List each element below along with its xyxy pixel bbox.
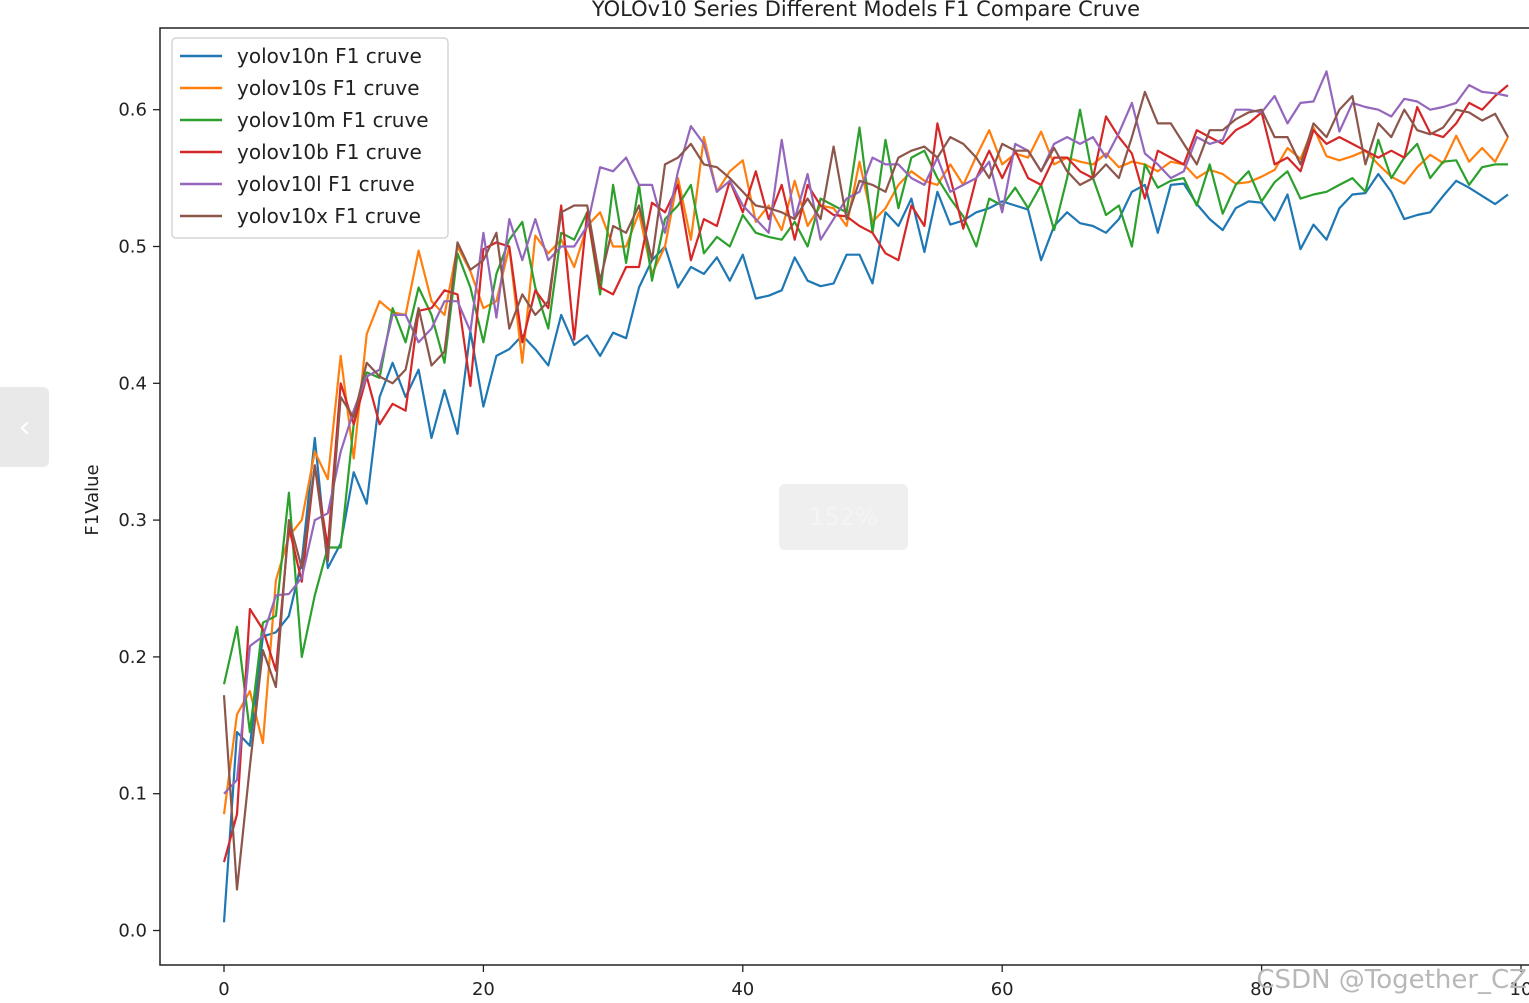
x-tick-label: 40 (731, 979, 754, 1000)
series-line-6 (222, 90, 1509, 891)
y-tick-label: 0.3 (118, 510, 147, 531)
y-tick-label: 0.1 (118, 784, 147, 805)
legend-label: yolov10x F1 cruve (237, 204, 421, 228)
legend-label: yolov10b F1 cruve (237, 140, 422, 164)
legend-box (171, 37, 449, 239)
plot-area (159, 27, 1529, 966)
series-line-3 (222, 108, 1508, 734)
axis-ticks: 0.0 0.1 0.2 0.3 0.4 0.5 0.6 0 20 40 60 80 10 (118, 100, 1529, 1000)
x-tick-label: 80 (1250, 979, 1273, 1000)
axes-frame (159, 27, 1529, 966)
legend-label: yolov10l F1 cruve (237, 172, 415, 196)
watermark: CSDN @Together_CZ (1256, 965, 1527, 995)
zoom-level-badge: 152% (779, 484, 908, 550)
y-tick-label: 0.0 (118, 921, 147, 942)
legend-label: yolov10m F1 cruve (237, 108, 429, 132)
y-tick-label: 0.2 (118, 647, 147, 668)
x-tick-label: 20 (472, 979, 495, 1000)
series-line-4 (222, 84, 1509, 863)
series-line-5 (223, 70, 1509, 795)
legend-label: yolov10s F1 cruve (237, 76, 420, 100)
x-tick-label: 0 (218, 979, 229, 1000)
legend-label: yolov10n F1 cruve (237, 44, 422, 68)
y-axis-label: F1Value (82, 464, 103, 535)
legend: yolov10n F1 cruve yolov10s F1 cruve yolov1… (171, 37, 449, 239)
series-line-2 (222, 126, 1509, 815)
y-tick-label: 0.6 (118, 100, 147, 121)
y-tick-label: 0.5 (118, 237, 147, 258)
chevron-left-icon: ‹ (18, 409, 31, 445)
zoom-level-text: 152% (809, 503, 878, 531)
previous-image-button[interactable]: ‹ (0, 387, 49, 467)
series-line-1 (222, 172, 1509, 923)
y-tick-label: 0.4 (118, 373, 147, 394)
x-tick-label: 10 (1510, 979, 1529, 1000)
x-tick-label: 60 (991, 979, 1014, 1000)
chart-title: YOLOv10 Series Different Models F1 Compa… (591, 0, 1140, 21)
